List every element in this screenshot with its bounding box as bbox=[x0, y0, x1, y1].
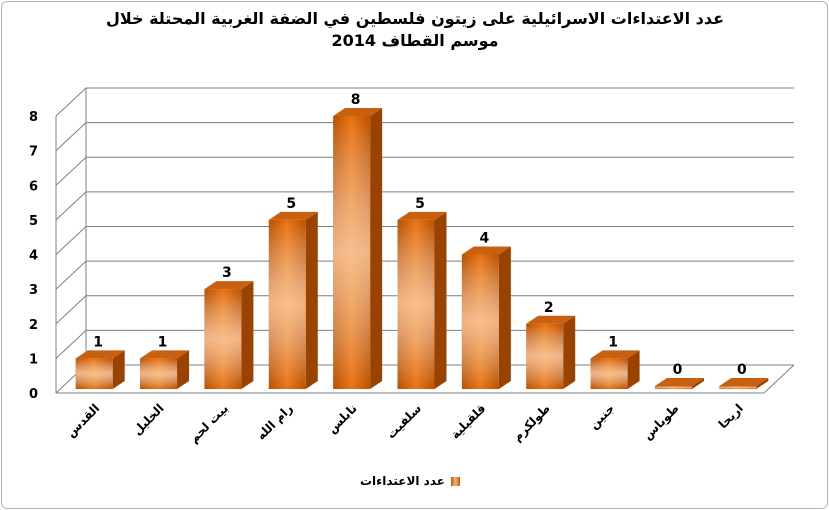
data-label: 4 bbox=[479, 231, 489, 247]
bar-side bbox=[370, 108, 383, 389]
gridline bbox=[55, 87, 794, 117]
legend-label: عدد الاعتداءات bbox=[360, 474, 445, 488]
y-tick-label: 6 bbox=[29, 179, 38, 194]
legend-swatch bbox=[450, 476, 460, 486]
bar-top bbox=[75, 350, 125, 359]
data-label: 5 bbox=[415, 196, 425, 212]
x-tick-label: بيت لحم bbox=[187, 401, 231, 445]
bar-top bbox=[397, 211, 447, 220]
x-tick-label: طولكرم bbox=[510, 401, 554, 445]
floor-edge bbox=[763, 364, 795, 394]
bar-side bbox=[434, 211, 447, 389]
data-label: 1 bbox=[158, 334, 168, 350]
x-tick-label: اريحا bbox=[716, 401, 746, 431]
y-tick-label: 8 bbox=[29, 110, 38, 125]
bar-highlight bbox=[268, 219, 306, 389]
data-labels: 1 1 3 5 8 5 4 2 1 0 0 bbox=[93, 92, 747, 378]
bar-highlight bbox=[333, 116, 371, 389]
data-label: 1 bbox=[93, 334, 103, 350]
chart-title: عدد الاعتداءات الاسرائيلية على زيتون فلس… bbox=[60, 8, 770, 52]
bar-top bbox=[204, 281, 254, 290]
bar-side bbox=[756, 378, 769, 389]
bar-top bbox=[526, 315, 576, 324]
bars bbox=[75, 108, 769, 389]
y-tick-label: 5 bbox=[29, 214, 38, 229]
x-tick-label: القدس bbox=[64, 401, 103, 440]
bar-top bbox=[590, 350, 640, 359]
x-tick-label: رام الله bbox=[254, 401, 296, 443]
x-tick-label: الخليل bbox=[130, 401, 167, 438]
y-tick-label: 0 bbox=[29, 387, 38, 402]
chart-title-line1: عدد الاعتداءات الاسرائيلية على زيتون فلس… bbox=[105, 9, 725, 28]
data-label: 0 bbox=[673, 362, 683, 378]
y-tick-label: 2 bbox=[29, 318, 38, 333]
data-label: 1 bbox=[608, 334, 618, 350]
gridline bbox=[55, 122, 794, 151]
bar-highlight bbox=[526, 323, 564, 389]
bar-highlight bbox=[397, 219, 435, 389]
data-label: 3 bbox=[222, 265, 232, 281]
bar-highlight bbox=[204, 289, 242, 389]
bar-highlight bbox=[654, 386, 692, 389]
bar-side bbox=[498, 246, 511, 389]
bar-chart: 0 1 2 3 4 5 6 7 8 القدس الخليل بيت لحم رام الله نابلس… bbox=[29, 87, 795, 446]
bar-side bbox=[563, 315, 576, 389]
bar-top bbox=[140, 350, 190, 359]
gridline bbox=[55, 156, 794, 186]
bar-top bbox=[268, 211, 318, 220]
bar-top bbox=[654, 378, 704, 386]
bar-highlight bbox=[590, 358, 628, 389]
bar-highlight bbox=[719, 386, 757, 389]
y-tick-label: 7 bbox=[29, 145, 38, 160]
bar-side bbox=[305, 211, 318, 389]
bar-highlight bbox=[140, 358, 178, 389]
bar-side bbox=[177, 350, 190, 389]
bar-side bbox=[241, 281, 254, 389]
bar-highlight bbox=[75, 358, 113, 389]
bar-top bbox=[719, 378, 769, 386]
x-tick-label: نابلس bbox=[325, 401, 360, 436]
y-tick-label: 1 bbox=[29, 352, 38, 367]
bar-side bbox=[112, 350, 125, 389]
x-tick-label: قلقيلية bbox=[448, 401, 489, 442]
data-label: 0 bbox=[737, 362, 747, 378]
chart-title-line2: موسم القطاف 2014 bbox=[331, 31, 499, 50]
x-tick-label: جنين bbox=[587, 401, 618, 432]
data-label: 8 bbox=[351, 92, 361, 108]
bar-side bbox=[627, 350, 640, 389]
legend: عدد الاعتداءات bbox=[360, 474, 460, 488]
y-tick-label: 4 bbox=[29, 249, 38, 264]
data-label: 2 bbox=[544, 300, 554, 316]
x-tick-label: طوباس bbox=[640, 401, 682, 443]
bar-top bbox=[461, 246, 511, 255]
bar-top bbox=[333, 108, 383, 116]
x-tick-label: سلفيت bbox=[384, 401, 424, 441]
bar-side bbox=[691, 378, 704, 389]
bar-highlight bbox=[461, 254, 499, 389]
y-tick-label: 3 bbox=[29, 283, 38, 298]
data-label: 5 bbox=[286, 196, 296, 212]
